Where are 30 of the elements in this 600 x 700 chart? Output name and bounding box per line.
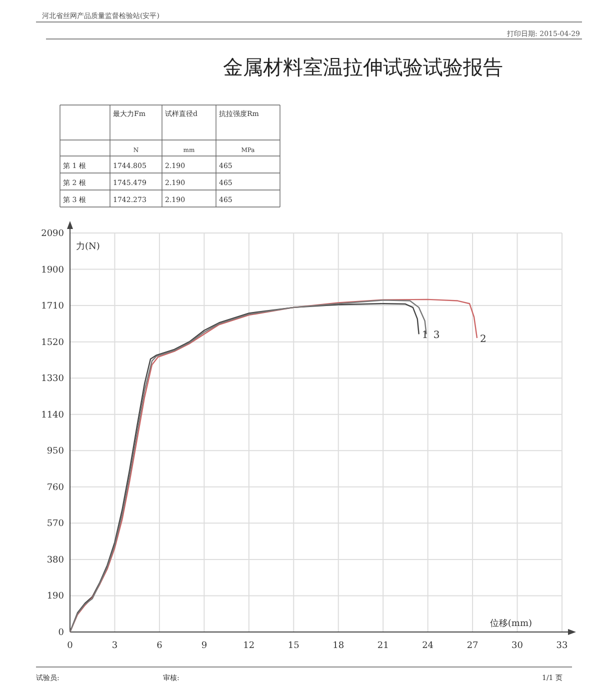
x-axis-title: 位移(mm)	[490, 618, 532, 629]
x-tick-label: 3	[112, 641, 118, 651]
chart-title: 金属材料室温拉伸试验试验报告	[223, 55, 503, 79]
x-tick-label: 30	[512, 641, 524, 651]
x-tick-label: 15	[288, 641, 300, 651]
x-tick-label: 18	[332, 641, 344, 651]
series-label: 2	[480, 334, 486, 345]
series-label: 3	[433, 330, 440, 342]
y-tick-label: 570	[46, 519, 64, 530]
x-tick-label: 27	[466, 641, 479, 651]
y-axis-title: 力(N)	[76, 241, 100, 252]
y-tick-label: 190	[46, 592, 64, 602]
x-tick-label: 24	[422, 641, 434, 651]
y-tick-label: 950	[46, 446, 64, 457]
series-label: 1	[422, 330, 428, 342]
x-tick-label: 6	[156, 641, 163, 651]
x-tick-label: 33	[556, 641, 568, 651]
y-tick-label: 1710	[41, 302, 64, 312]
y-tick-label: 2090	[41, 229, 64, 239]
y-tick-label: 0	[58, 628, 64, 638]
x-tick-label: 12	[243, 641, 255, 651]
y-tick-label: 1140	[41, 410, 64, 420]
y-tick-label: 1900	[41, 265, 64, 276]
y-tick-label: 760	[46, 482, 64, 493]
y-tick-label: 1520	[41, 338, 64, 348]
y-tick-label: 380	[46, 555, 64, 566]
y-tick-label: 1330	[41, 374, 64, 384]
x-tick-label: 0	[67, 641, 74, 651]
x-tick-label: 9	[201, 641, 208, 651]
x-tick-label: 21	[377, 641, 389, 651]
